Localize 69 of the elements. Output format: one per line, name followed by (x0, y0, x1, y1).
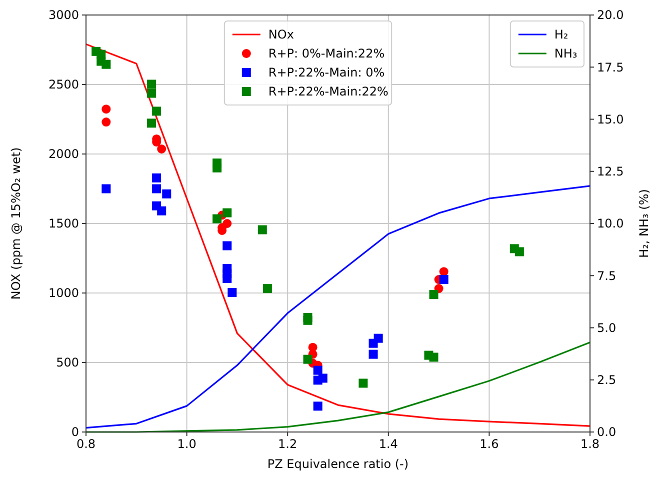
line-series (85, 342, 591, 433)
y2-tick-label: 5.0 (597, 320, 616, 335)
y-tick-label: 0 (71, 425, 79, 440)
point (228, 288, 237, 297)
x-tick-label: 1.6 (480, 437, 499, 451)
y-tick-label: 1000 (48, 286, 79, 300)
legend-label: R+P:22%-Main: 0% (268, 66, 385, 80)
y-tick-label: 2000 (48, 147, 79, 162)
y2-tick-label: 0.0 (597, 425, 616, 440)
point (439, 275, 448, 284)
point (212, 163, 222, 172)
point (147, 88, 156, 98)
point (157, 144, 166, 154)
y-axis-title: NOX (ppm @ 15%O₂ wet) (9, 147, 23, 300)
point (258, 225, 267, 234)
point (222, 241, 232, 250)
legend-label: R+P: 0%-Main:22% (268, 46, 385, 61)
y2-tick-label: 2.5 (597, 373, 616, 388)
line-series (85, 185, 591, 429)
y2-tick-label: 12.5 (597, 164, 624, 179)
x-tick-label: 1.0 (177, 437, 196, 451)
point (102, 184, 111, 194)
point (147, 118, 156, 128)
point (358, 378, 368, 388)
line-series (85, 43, 591, 427)
point (313, 402, 322, 411)
point (102, 104, 111, 114)
point (222, 274, 232, 284)
point (212, 214, 222, 224)
point (157, 206, 166, 216)
y2-tick-label: 7.5 (597, 268, 616, 283)
point (262, 284, 272, 294)
x-tick-label: 1.4 (378, 437, 398, 451)
point (303, 354, 312, 364)
point (514, 247, 524, 256)
y-tick-label: 500 (56, 356, 79, 370)
legend-label: NOx (268, 28, 294, 42)
legend-label: R+P:22%-Main:22% (268, 84, 388, 99)
point (162, 189, 172, 198)
point (102, 118, 111, 127)
x-tick-label: 1.8 (580, 437, 600, 451)
y-tick-label: 1500 (48, 216, 79, 231)
y2-tick-label: 17.5 (597, 60, 624, 74)
point (222, 219, 232, 228)
point (152, 173, 162, 182)
point (152, 184, 162, 194)
point (429, 352, 438, 362)
x-tick-label: 1.2 (278, 437, 298, 451)
y2-tick-label: 15.0 (597, 112, 624, 126)
point (102, 60, 111, 69)
x-tick-label: 0.8 (76, 437, 96, 451)
point (368, 350, 378, 359)
y-tick-label: 2500 (48, 78, 79, 92)
point (318, 374, 328, 383)
y2-axis-title: H₂, NH₃ (%) (637, 189, 651, 258)
point (313, 366, 322, 375)
legend-label: NH₃ (554, 46, 578, 61)
point (374, 334, 383, 343)
y-tick-label: 3000 (48, 8, 79, 22)
y2-tick-label: 10.0 (597, 216, 624, 231)
point (222, 208, 232, 218)
y2-tick-label: 20.0 (597, 8, 624, 22)
point (429, 290, 438, 300)
point (147, 80, 156, 89)
x-axis-title: PZ Equivalence ratio (-) (267, 457, 409, 471)
point (439, 267, 448, 276)
point (152, 106, 162, 116)
point (303, 316, 312, 325)
legend-label: H₂ (554, 28, 568, 42)
